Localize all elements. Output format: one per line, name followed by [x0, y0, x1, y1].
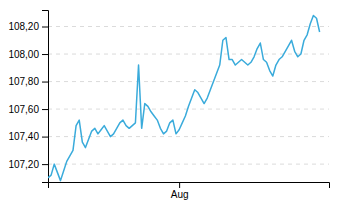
tick-label: 108,00 [8, 49, 39, 60]
chart: 107,20 107,40 107,60 107,80 108,00 108,20 Aug [0, 0, 341, 206]
tick-label: 107,60 [8, 104, 39, 115]
tick: 108,00 [8, 49, 48, 60]
tick-mark [42, 137, 48, 138]
tick-label: 107,20 [8, 159, 39, 170]
y-axis: 107,20 107,40 107,60 107,80 108,00 108,20 [8, 11, 48, 183]
grid-line [48, 81, 329, 82]
axis-line [42, 11, 49, 183]
tick: 107,20 [8, 159, 48, 170]
axis-line [49, 183, 330, 189]
tick-mark [42, 54, 48, 55]
tick-mark [42, 109, 48, 110]
tick: 107,60 [8, 104, 48, 115]
grid-line [48, 164, 329, 165]
tick-label: 108,20 [8, 21, 39, 32]
x-axis: Aug [49, 182, 330, 200]
tick-mark [42, 164, 48, 165]
tick: 107,80 [8, 76, 48, 87]
tick: 108,20 [8, 21, 48, 32]
tick-mark [42, 27, 48, 28]
tick-label: Aug [171, 189, 189, 200]
grid-line [48, 54, 329, 55]
tick-label: 107,40 [8, 131, 39, 142]
tick: Aug [171, 182, 189, 200]
tick-mark [179, 182, 180, 188]
plot-area [48, 16, 320, 181]
line [48, 16, 320, 181]
tick-mark [42, 82, 48, 83]
grid-line [48, 26, 329, 27]
tick: 107,40 [8, 131, 48, 142]
tick-label: 107,80 [8, 76, 39, 87]
